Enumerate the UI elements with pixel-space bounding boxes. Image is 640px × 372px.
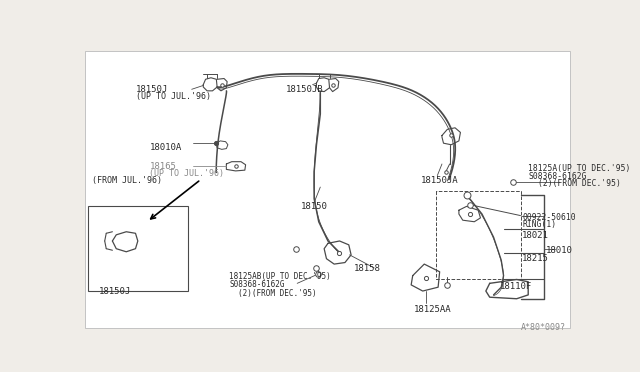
- Text: 18021: 18021: [522, 231, 549, 240]
- Text: 18125AB(UP TO DEC.'95): 18125AB(UP TO DEC.'95): [230, 272, 331, 281]
- Text: 18158: 18158: [353, 264, 380, 273]
- Text: (2)(FROM DEC.'95): (2)(FROM DEC.'95): [538, 179, 621, 188]
- Text: 18150JA: 18150JA: [420, 176, 458, 185]
- Text: 18125AA: 18125AA: [414, 305, 452, 314]
- Text: (2)(FROM DEC.'95): (2)(FROM DEC.'95): [238, 289, 317, 298]
- Text: S08368-6162G: S08368-6162G: [230, 280, 285, 289]
- Text: 18010A: 18010A: [149, 143, 182, 152]
- Bar: [88, 206, 188, 291]
- Text: 18150J: 18150J: [136, 85, 168, 94]
- Text: RING(1): RING(1): [522, 220, 556, 229]
- Text: A*80*009?: A*80*009?: [520, 323, 566, 332]
- Text: 00922-50610: 00922-50610: [522, 212, 575, 221]
- Text: 18215: 18215: [522, 254, 549, 263]
- Text: 18125A(UP TO DEC.'95): 18125A(UP TO DEC.'95): [528, 164, 630, 173]
- Text: 18150JB: 18150JB: [285, 85, 323, 94]
- Text: 18010: 18010: [546, 246, 573, 256]
- Text: 18150J: 18150J: [99, 287, 131, 296]
- Text: 18165: 18165: [149, 162, 176, 171]
- Text: (FROM JUL.'96): (FROM JUL.'96): [92, 176, 163, 185]
- Text: (UP TO JUL.'96): (UP TO JUL.'96): [149, 169, 225, 179]
- Text: S08368-6162G: S08368-6162G: [528, 172, 587, 181]
- Text: 18110F: 18110F: [500, 282, 532, 291]
- Text: (UP TO JUL.'96): (UP TO JUL.'96): [136, 92, 211, 102]
- Text: 18150: 18150: [301, 202, 328, 212]
